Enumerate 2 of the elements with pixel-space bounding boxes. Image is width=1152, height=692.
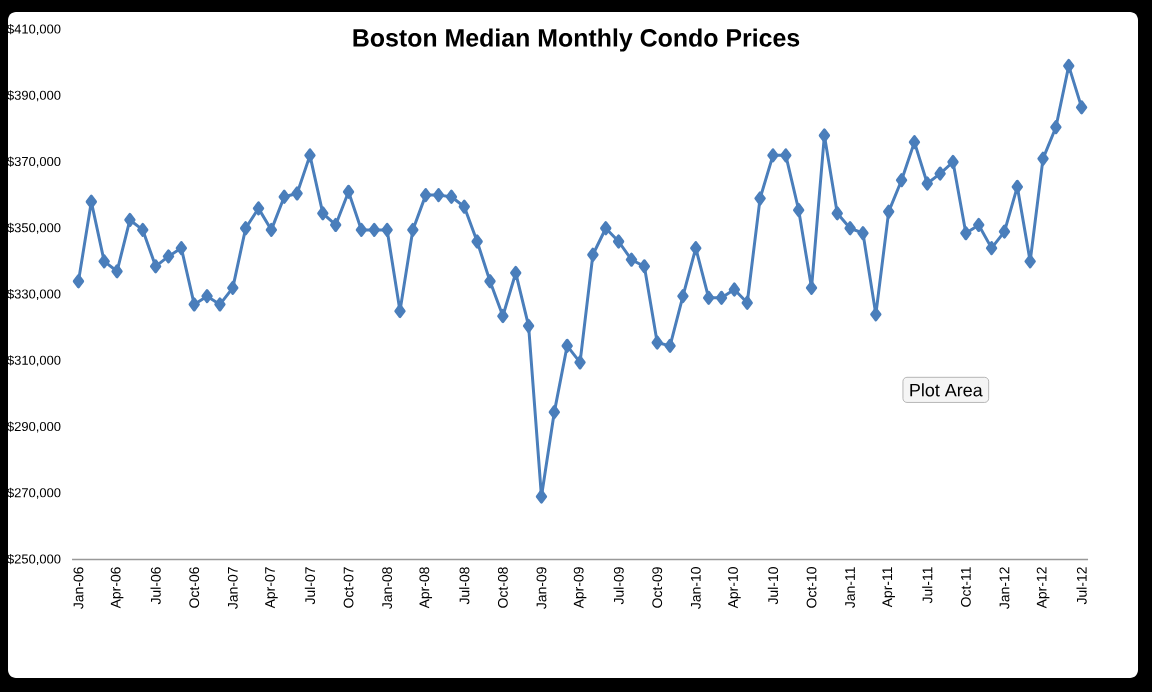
chart-title: Boston Median Monthly Condo Prices [353, 28, 800, 52]
annotation: Plot Area [910, 383, 983, 397]
